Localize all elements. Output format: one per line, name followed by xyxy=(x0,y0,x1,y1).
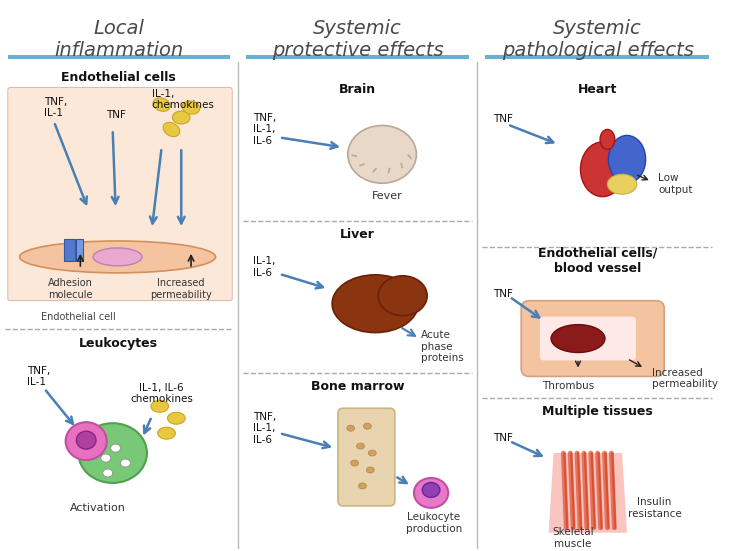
Text: Activation: Activation xyxy=(70,503,126,513)
Text: Heart: Heart xyxy=(578,83,617,96)
Ellipse shape xyxy=(580,142,624,197)
Text: TNF,
IL-1: TNF, IL-1 xyxy=(44,97,67,118)
Ellipse shape xyxy=(351,460,359,466)
Text: TNF: TNF xyxy=(493,433,512,443)
Ellipse shape xyxy=(121,459,130,467)
Text: TNF,
IL-1,
IL-6: TNF, IL-1, IL-6 xyxy=(253,113,276,146)
FancyBboxPatch shape xyxy=(8,55,231,59)
Ellipse shape xyxy=(111,444,121,452)
Ellipse shape xyxy=(368,450,376,456)
Text: TNF: TNF xyxy=(493,289,512,299)
Text: Local
inflammation: Local inflammation xyxy=(54,19,183,60)
Text: Leukocytes: Leukocytes xyxy=(79,337,158,350)
Text: Insulin
resistance: Insulin resistance xyxy=(627,497,681,518)
Text: Skeletal
muscle: Skeletal muscle xyxy=(553,527,594,548)
Text: Increased
permeability: Increased permeability xyxy=(150,278,212,300)
Ellipse shape xyxy=(157,427,176,439)
Text: TNF,
IL-1,
IL-6: TNF, IL-1, IL-6 xyxy=(253,412,276,445)
Ellipse shape xyxy=(364,423,371,429)
Text: Endothelial cells/
blood vessel: Endothelial cells/ blood vessel xyxy=(538,247,657,275)
Ellipse shape xyxy=(348,126,417,183)
Ellipse shape xyxy=(168,412,185,424)
Text: Thrombus: Thrombus xyxy=(542,381,594,391)
FancyBboxPatch shape xyxy=(64,239,75,261)
FancyBboxPatch shape xyxy=(8,88,232,301)
FancyBboxPatch shape xyxy=(485,55,709,59)
Text: IL-1,
chemokines: IL-1, chemokines xyxy=(152,89,214,110)
FancyBboxPatch shape xyxy=(338,408,395,506)
Text: Low
output: Low output xyxy=(658,174,693,195)
Ellipse shape xyxy=(359,483,367,489)
FancyBboxPatch shape xyxy=(539,317,636,360)
Ellipse shape xyxy=(356,443,365,449)
Ellipse shape xyxy=(414,478,448,508)
Ellipse shape xyxy=(163,122,180,137)
Text: Increased
permeability: Increased permeability xyxy=(652,368,719,389)
Ellipse shape xyxy=(422,483,440,498)
Text: Bone marrow: Bone marrow xyxy=(311,380,404,393)
FancyBboxPatch shape xyxy=(76,239,83,261)
Ellipse shape xyxy=(378,276,427,316)
Text: Endothelial cells: Endothelial cells xyxy=(61,71,176,84)
Text: Fever: Fever xyxy=(372,191,403,201)
Text: Liver: Liver xyxy=(340,228,375,240)
Text: TNF,
IL-1: TNF, IL-1 xyxy=(27,366,51,387)
FancyBboxPatch shape xyxy=(521,301,664,376)
Text: IL-1,
IL-6: IL-1, IL-6 xyxy=(253,256,275,278)
Text: Systemic
protective effects: Systemic protective effects xyxy=(272,19,444,60)
Ellipse shape xyxy=(347,425,355,431)
Text: Acute
phase
proteins: Acute phase proteins xyxy=(422,330,464,363)
Ellipse shape xyxy=(600,129,615,149)
Ellipse shape xyxy=(154,97,170,112)
Polygon shape xyxy=(549,453,627,533)
Text: Leukocyte
production: Leukocyte production xyxy=(406,512,462,533)
Ellipse shape xyxy=(103,469,113,477)
Text: Systemic
pathological effects: Systemic pathological effects xyxy=(501,19,693,60)
Text: Adhesion
molecule: Adhesion molecule xyxy=(48,278,93,300)
Text: Multiple tissues: Multiple tissues xyxy=(542,405,653,418)
Text: TNF: TNF xyxy=(493,115,512,125)
Text: IL-1, IL-6
chemokines: IL-1, IL-6 chemokines xyxy=(130,382,193,404)
Ellipse shape xyxy=(551,325,605,353)
Ellipse shape xyxy=(367,467,374,473)
Ellipse shape xyxy=(76,431,96,449)
Text: Endothelial cell: Endothelial cell xyxy=(41,312,116,322)
FancyBboxPatch shape xyxy=(246,55,469,59)
Ellipse shape xyxy=(608,136,646,183)
Ellipse shape xyxy=(151,400,168,412)
Ellipse shape xyxy=(20,241,215,273)
Ellipse shape xyxy=(173,111,190,124)
Ellipse shape xyxy=(182,101,200,115)
Text: Brain: Brain xyxy=(339,83,376,96)
Ellipse shape xyxy=(101,454,111,462)
Text: TNF: TNF xyxy=(106,110,126,120)
Ellipse shape xyxy=(78,423,147,483)
Ellipse shape xyxy=(608,174,637,194)
Ellipse shape xyxy=(93,248,142,266)
Ellipse shape xyxy=(332,275,418,333)
Ellipse shape xyxy=(66,422,107,460)
